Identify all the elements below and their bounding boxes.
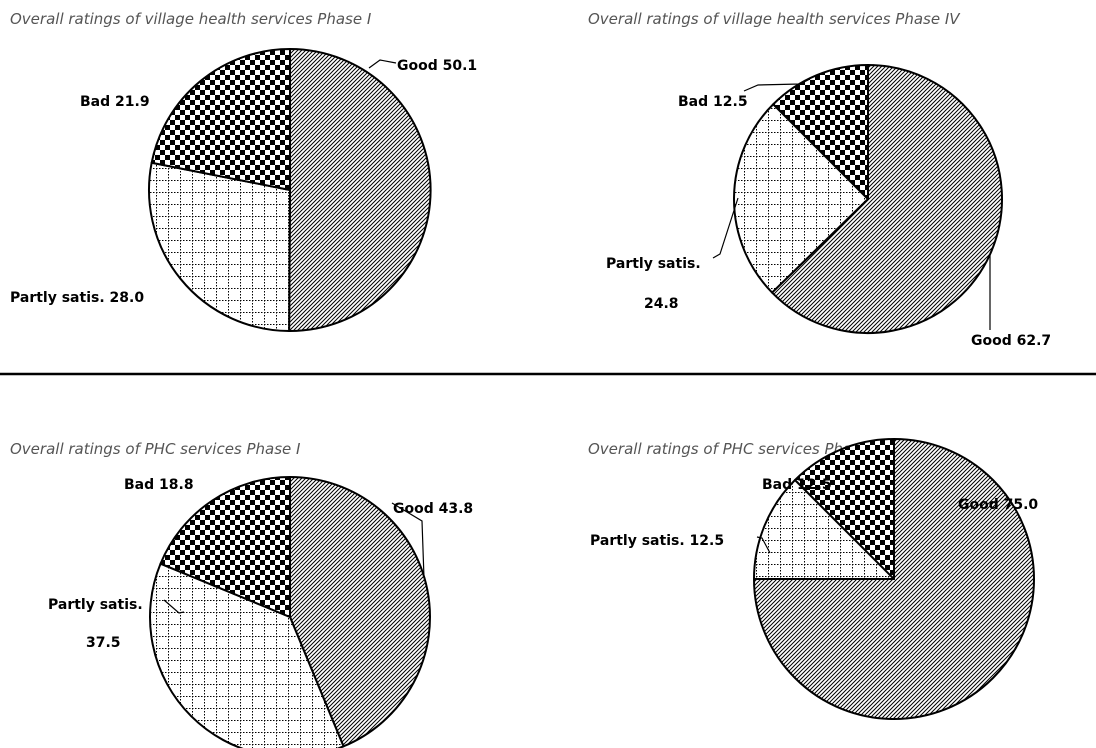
pie-chart-4: Overall ratings of PHC services Phase IV…	[588, 438, 1038, 720]
pie-slice-partly-satis	[733, 103, 869, 294]
leader-line-good	[391, 502, 425, 579]
slice-label-bad: Bad 12.5	[762, 477, 832, 493]
chart-title: Overall ratings of village health servic…	[10, 10, 372, 28]
slice-label-partly-satis: Partly satis.	[48, 597, 143, 613]
leader-line-partly-satis	[712, 197, 739, 259]
chart-title: Overall ratings of PHC services Phase IV	[588, 440, 890, 458]
slice-label-partly-satis: 24.8	[644, 296, 679, 312]
slice-label-partly-satis: Partly satis. 28.0	[10, 290, 144, 306]
slice-label-good: Good 75.0	[958, 497, 1038, 513]
pie-slice-partly-satis	[149, 562, 345, 748]
slice-label-bad: Bad 21.9	[80, 94, 150, 110]
slice-label-bad: Bad 12.5	[678, 94, 748, 110]
slice-label-good: Good 50.1	[397, 58, 477, 74]
leader-line-partly-satis	[756, 536, 771, 554]
pie-chart-1: Overall ratings of village health servic…	[10, 10, 477, 333]
slice-label-bad: Bad 18.8	[124, 477, 194, 493]
pie-slice-bad	[159, 476, 291, 618]
slice-label-partly-satis: 37.5	[86, 635, 121, 651]
chart-title: Overall ratings of PHC services Phase I	[10, 440, 301, 458]
pie-slice-partly-satis	[753, 479, 895, 580]
slice-label-partly-satis: Partly satis.	[606, 256, 701, 272]
slice-label-good: Good 62.7	[971, 333, 1051, 349]
slice-label-partly-satis: Partly satis. 12.5	[590, 533, 724, 549]
pie-slice-good	[288, 48, 432, 333]
leader-line-bad	[743, 78, 811, 92]
pie-slice-bad	[772, 64, 869, 200]
leader-line-partly-satis	[163, 599, 185, 614]
leader-line-good	[368, 59, 397, 69]
chart-title: Overall ratings of village health servic…	[588, 10, 961, 28]
pie-slice-good	[289, 476, 431, 748]
pie-slice-bad	[794, 438, 895, 580]
pie-slice-partly-satis	[148, 161, 291, 332]
pie-slice-bad	[150, 48, 291, 191]
pie-chart-2: Overall ratings of village health servic…	[588, 10, 1051, 349]
pie-slice-good	[753, 438, 1035, 720]
pie-slice-good	[771, 64, 1003, 334]
pie-chart-3: Overall ratings of PHC services Phase I G…	[10, 440, 473, 748]
slice-label-good: Good 43.8	[393, 501, 473, 517]
